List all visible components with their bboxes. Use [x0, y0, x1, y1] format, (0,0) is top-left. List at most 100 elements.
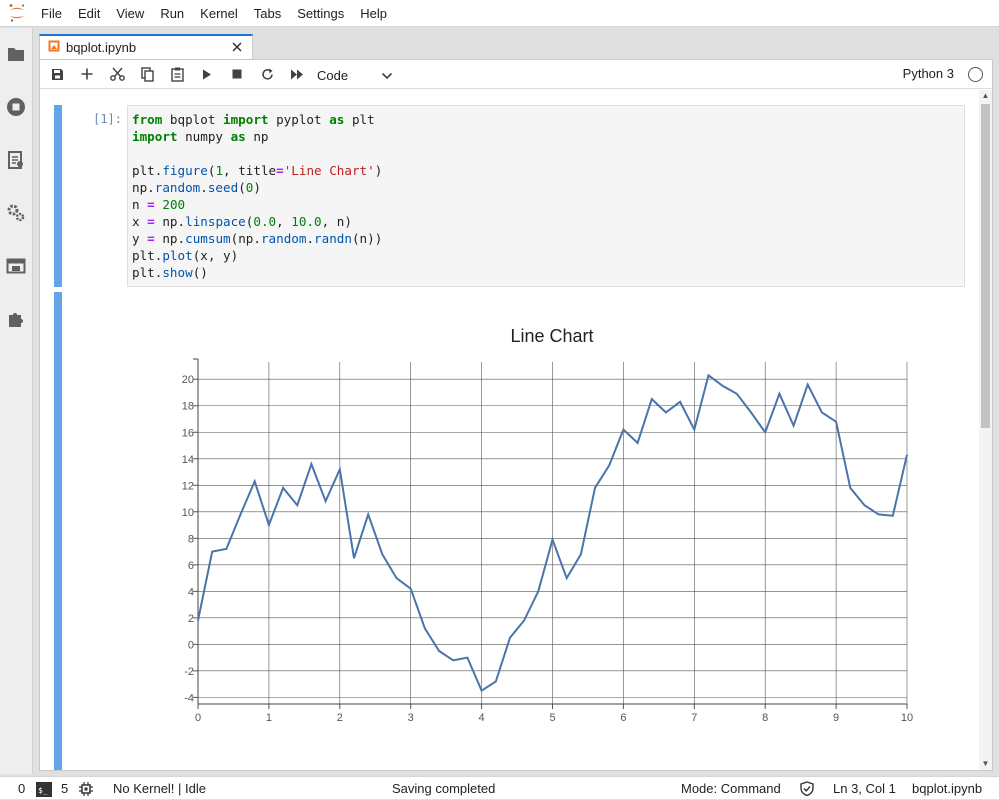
y-tick-label: 8: [188, 533, 194, 545]
output-collapser[interactable]: [54, 292, 62, 770]
kernel-state[interactable]: No Kernel! | Idle: [113, 781, 206, 796]
code-editor[interactable]: from bqplot import pyplot as plt import n…: [127, 105, 965, 287]
save-icon[interactable]: [42, 60, 72, 88]
x-tick-label: 0: [195, 712, 201, 724]
run-all-icon[interactable]: [282, 60, 312, 88]
y-tick-label: 16: [182, 427, 194, 439]
y-tick-label: 12: [182, 480, 194, 492]
menu-help[interactable]: Help: [360, 5, 387, 21]
run-icon[interactable]: [192, 60, 222, 88]
chip-icon[interactable]: [79, 782, 93, 799]
code-line: x = np.linspace(0.0, 10.0, n): [132, 214, 352, 229]
x-tick-label: 10: [901, 712, 913, 724]
add-cell-icon[interactable]: [72, 60, 102, 88]
property-inspector-icon[interactable]: [5, 202, 27, 224]
kernel-count[interactable]: 5: [61, 781, 69, 796]
notebook-content: [1]: from bqplot import pyplot as plt imp…: [40, 90, 992, 770]
code-line: plt.figure(1, title='Line Chart'): [132, 163, 383, 178]
x-tick-label: 9: [833, 712, 839, 724]
y-tick-label: -4: [184, 692, 194, 704]
code-line: plt.show(): [132, 265, 208, 280]
y-tick-label: 14: [182, 454, 194, 466]
y-tick-label: 2: [188, 613, 194, 625]
menu-view[interactable]: View: [116, 5, 145, 21]
y-tick-label: 0: [188, 639, 194, 651]
tab-bqplot[interactable]: bqplot.ipynb: [39, 34, 253, 59]
tabs-icon[interactable]: [5, 255, 27, 277]
cell-type-dropdown[interactable]: Code: [317, 65, 403, 85]
scroll-up-icon[interactable]: ▲: [981, 91, 990, 100]
y-tick-label: 4: [188, 586, 194, 598]
x-tick-label: 5: [549, 712, 555, 724]
code-text: from bqplot import pyplot as plt import n…: [132, 111, 382, 281]
cell-type-label: Code: [317, 67, 349, 83]
notebook-toolbar: Code Python 3: [40, 60, 992, 89]
status-bar: 0 $_ 5 No Kernel! | Idle Saving complete…: [0, 776, 999, 799]
copy-icon[interactable]: [132, 60, 162, 88]
scrollbar-thumb[interactable]: [981, 104, 990, 428]
x-tick-label: 3: [408, 712, 414, 724]
left-sidebar: [0, 28, 33, 774]
commands-icon[interactable]: [5, 149, 27, 171]
menu-kernel[interactable]: Kernel: [200, 5, 238, 21]
menubar: File Edit View Run Kernel Tabs Settings …: [0, 0, 999, 27]
y-tick-label: 18: [182, 401, 194, 413]
y-tick-label: 6: [188, 560, 194, 572]
jupyter-logo-icon: [0, 0, 33, 27]
kernel-status-icon: [968, 67, 983, 82]
chart-grid: [197, 362, 908, 704]
cut-icon[interactable]: [102, 60, 132, 88]
chevron-down-icon: [381, 68, 393, 83]
paste-icon[interactable]: [162, 60, 192, 88]
menu-file[interactable]: File: [41, 5, 62, 21]
current-file: bqplot.ipynb: [912, 781, 983, 796]
stop-icon[interactable]: [222, 60, 252, 88]
y-tick-label: -2: [184, 666, 194, 678]
scroll-down-icon[interactable]: ▼: [981, 759, 990, 768]
y-tick-label: 20: [182, 374, 194, 386]
code-line: y = np.cumsum(np.random.randn(n)): [132, 231, 383, 246]
main-area: bqplot.ipynb: [33, 28, 999, 774]
input-collapser[interactable]: [54, 105, 62, 287]
extension-icon[interactable]: [5, 308, 27, 330]
x-tick-label: 6: [620, 712, 626, 724]
close-icon[interactable]: [230, 40, 244, 54]
y-tick-label: 10: [182, 507, 194, 519]
folder-icon[interactable]: [5, 43, 27, 65]
cursor-position[interactable]: Ln 3, Col 1: [833, 781, 896, 796]
code-line: import numpy as np: [132, 129, 269, 144]
notebook-icon: [48, 40, 60, 55]
chart-axes: [193, 358, 908, 709]
x-tick-label: 1: [266, 712, 272, 724]
save-state: Saving completed: [392, 781, 496, 796]
terminal-count[interactable]: 0: [18, 781, 26, 796]
code-line: n = 200: [132, 197, 186, 212]
shield-check-icon[interactable]: [800, 781, 814, 799]
restart-icon[interactable]: [252, 60, 282, 88]
x-tick-label: 4: [479, 712, 485, 724]
chart-title: Line Chart: [510, 326, 593, 346]
terminal-icon[interactable]: $_: [36, 782, 52, 800]
notebook-panel: Code Python 3 [1]: from bqplot import py…: [39, 59, 993, 771]
menu-run[interactable]: Run: [160, 5, 185, 21]
kernel-name[interactable]: Python 3: [902, 66, 954, 81]
running-icon[interactable]: [5, 96, 27, 118]
input-prompt: [1]:: [93, 112, 122, 126]
code-line: ​: [132, 145, 382, 162]
menu-edit[interactable]: Edit: [77, 5, 101, 21]
menu-tabs[interactable]: Tabs: [253, 5, 282, 21]
vertical-scrollbar[interactable]: ▲ ▼: [979, 90, 992, 770]
line-chart: Line Chart 0 1 2 3 4 5 6 7 8 9 10-4-20246810121416…: [182, 326, 913, 724]
x-tick-label: 7: [691, 712, 697, 724]
menu-settings[interactable]: Settings: [297, 5, 345, 21]
tab-label: bqplot.ipynb: [66, 40, 137, 55]
code-line: from bqplot import pyplot as plt: [132, 112, 375, 127]
mode-indicator: Mode: Command: [681, 781, 781, 796]
code-line: np.random.seed(0): [132, 180, 261, 195]
svg-text:$_: $_: [38, 786, 48, 795]
chart-series-line: [197, 373, 908, 693]
x-tick-label: 8: [762, 712, 768, 724]
code-line: plt.plot(x, y): [132, 248, 239, 263]
x-tick-label: 2: [337, 712, 343, 724]
